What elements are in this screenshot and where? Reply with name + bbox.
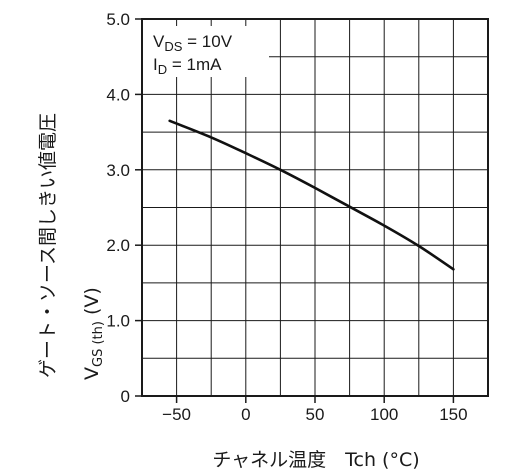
x-tick-label: −50 xyxy=(162,405,191,424)
x-tick-labels: −50 0 50 100 150 xyxy=(162,405,467,424)
condition-vds-sub: DS xyxy=(164,39,182,54)
condition-id: ID = 1mA xyxy=(153,55,222,77)
y-tick-label: 4.0 xyxy=(106,85,130,104)
condition-vds: VDS = 10V xyxy=(153,32,233,54)
y-tick-label: 0 xyxy=(121,387,130,406)
y-axis-label-jp: ゲート・ソース間しきい値電圧 xyxy=(37,113,59,378)
y-axis-label-symbol-main: V xyxy=(81,367,103,380)
y-axis-label-symbol-sub: GS (th) xyxy=(91,321,106,367)
y-tick-label: 5.0 xyxy=(106,10,130,29)
condition-vds-main: V xyxy=(153,32,165,51)
y-tick-label: 1.0 xyxy=(106,312,130,331)
condition-id-main: I xyxy=(153,55,158,74)
condition-vds-rest: = 10V xyxy=(182,32,232,51)
x-tick-label: 50 xyxy=(306,405,325,424)
grid-major xyxy=(176,19,454,396)
y-tick-label: 2.0 xyxy=(106,236,130,255)
x-tick-label: 150 xyxy=(439,405,467,424)
legend-box xyxy=(142,26,269,77)
series xyxy=(168,119,455,271)
y-tick-labels: 0 1.0 2.0 3.0 4.0 5.0 xyxy=(106,10,130,406)
condition-id-sub: D xyxy=(158,62,167,77)
y-tick-label: 3.0 xyxy=(106,161,130,180)
ticks xyxy=(135,18,455,403)
y-axis-label-symbol: VGS (th) (V) xyxy=(81,287,106,380)
condition-id-rest: = 1mA xyxy=(167,55,222,74)
x-tick-label: 0 xyxy=(241,405,250,424)
x-tick-label: 100 xyxy=(370,405,398,424)
x-axis-label: チャネル温度 Tch (°C) xyxy=(212,449,419,471)
y-axis-label-symbol-unit: (V) xyxy=(81,287,103,315)
series-line xyxy=(168,119,455,271)
